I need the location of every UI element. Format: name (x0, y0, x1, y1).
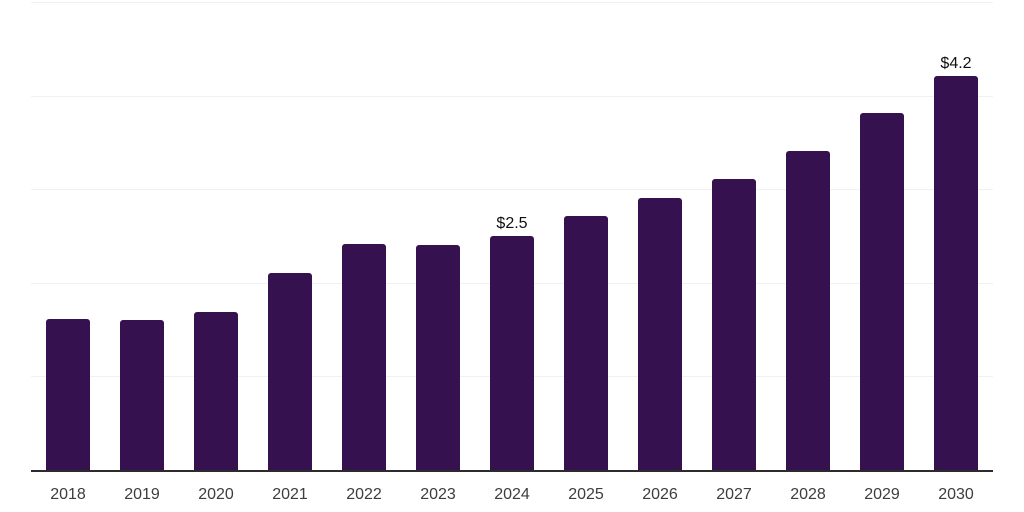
x-tick-label: 2029 (864, 486, 900, 503)
bar-2025 (564, 216, 608, 470)
bar-2028 (786, 150, 830, 470)
x-tick-label: 2018 (50, 486, 86, 503)
bar-2027 (712, 178, 756, 470)
bar-2020 (194, 311, 238, 470)
bar-2026 (638, 197, 682, 470)
bar-2030 (934, 75, 978, 470)
x-tick-label: 2027 (716, 486, 752, 503)
plot-area: $2.5 $4.2 (31, 0, 993, 470)
x-tick-label: 2026 (642, 486, 678, 503)
bar-2021 (268, 272, 312, 470)
x-tick-label: 2019 (124, 486, 160, 503)
x-tick-label: 2025 (568, 486, 604, 503)
bar-2029 (860, 113, 904, 470)
x-tick-label: 2030 (938, 486, 974, 503)
x-tick-label: 2028 (790, 486, 826, 503)
x-tick-label: 2021 (272, 486, 308, 503)
x-tick-label: 2023 (420, 486, 456, 503)
bar-2018 (46, 319, 90, 470)
gridline (31, 95, 993, 97)
x-tick-label: 2022 (346, 486, 382, 503)
bar-2023 (416, 245, 460, 470)
gridline (31, 189, 993, 191)
bar-value-label: $2.5 (496, 215, 528, 232)
bar-2024 (490, 236, 534, 470)
bar-2022 (342, 244, 386, 470)
x-tick-label: 2024 (494, 486, 530, 503)
x-tick-label: 2020 (198, 486, 234, 503)
bar-2019 (120, 320, 164, 470)
bar-value-label: $4.2 (940, 54, 972, 72)
x-axis-line (31, 470, 993, 472)
gridline (31, 2, 993, 3)
